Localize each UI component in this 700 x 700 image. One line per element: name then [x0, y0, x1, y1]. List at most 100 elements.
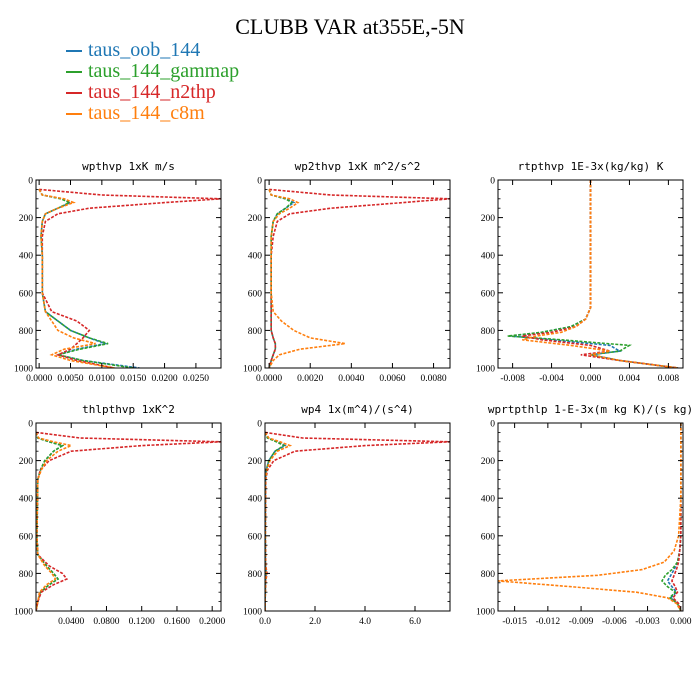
- legend-line-icon: [66, 49, 82, 52]
- series-line-taus_144_n2thp: [36, 431, 221, 611]
- legend: taus_oob_144 taus_144_gammap taus_144_n2…: [66, 39, 239, 124]
- x-tick-label: -0.003: [635, 617, 660, 627]
- x-tick-label: 0.0000: [256, 374, 282, 384]
- series-line-taus_144_c8m: [38, 189, 115, 368]
- y-tick-label: 600: [19, 532, 34, 542]
- y-tick-label: 200: [248, 457, 263, 467]
- panel-title: wp2thvp 1xK m^2/s^2: [295, 160, 421, 173]
- panel-title: thlpthvp 1xK^2: [82, 403, 175, 416]
- legend-label: taus_oob_144: [88, 39, 201, 61]
- y-tick-label: 400: [481, 495, 496, 505]
- x-tick-label: 0.0: [259, 617, 271, 627]
- series-line-taus_144_n2thp: [39, 188, 221, 368]
- y-tick-label: 600: [481, 289, 496, 299]
- x-tick-label: 0.008: [658, 374, 680, 384]
- series-line-taus_144_n2thp: [671, 423, 682, 611]
- series-line-taus_144_c8m: [498, 423, 682, 611]
- panel-title: rtpthvp 1E-3x(kg/kg) K: [518, 160, 664, 173]
- legend-line-icon: [66, 91, 82, 94]
- x-tick-label: 0.0400: [58, 617, 84, 627]
- x-tick-label: 0.1600: [164, 617, 190, 627]
- y-tick-label: 800: [481, 327, 496, 337]
- series-line-taus_oob_144: [268, 189, 296, 368]
- x-tick-label: 0.0100: [89, 374, 115, 384]
- x-tick-label: 0.004: [619, 374, 641, 384]
- series-line-taus_144_c8m: [265, 431, 293, 611]
- y-tick-label: 1000: [14, 365, 33, 375]
- x-tick-label: 0.0080: [420, 374, 446, 384]
- series-line-taus_144_c8m: [268, 189, 346, 368]
- series-line-taus_oob_144: [510, 180, 679, 368]
- chart-panel: thlpthvp 1xK^2 0 200 400 600 800 1000 0.0400 0.0…: [14, 403, 226, 627]
- x-tick-label: 0.0000: [26, 374, 52, 384]
- x-tick-label: 6.0: [409, 617, 421, 627]
- x-tick-label: 0.0040: [338, 374, 364, 384]
- y-tick-label: 200: [248, 214, 263, 224]
- series-line-taus_144_c8m: [522, 180, 679, 368]
- y-tick-label: 600: [481, 532, 496, 542]
- legend-line-icon: [66, 112, 82, 115]
- x-tick-label: 0.0150: [120, 374, 146, 384]
- series-line-taus_144_n2thp: [522, 180, 679, 368]
- series-line-taus_oob_144: [666, 423, 682, 611]
- panel-title: wp4 1x(m^4)/(s^4): [301, 403, 414, 416]
- series-line-taus_oob_144: [265, 432, 287, 611]
- y-tick-label: 0: [490, 420, 495, 430]
- y-tick-label: 1000: [14, 608, 33, 618]
- x-tick-label: 0.2000: [199, 617, 225, 627]
- y-tick-label: 0: [257, 177, 262, 187]
- y-tick-label: 0: [28, 177, 33, 187]
- y-tick-label: 800: [19, 327, 34, 337]
- x-tick-label: 0.0250: [183, 374, 209, 384]
- legend-item: taus_144_gammap: [66, 60, 239, 82]
- x-tick-label: 0.0050: [57, 374, 83, 384]
- y-tick-label: 400: [248, 252, 263, 262]
- x-tick-label: -0.015: [502, 617, 527, 627]
- x-tick-label: 0.0200: [151, 374, 177, 384]
- x-tick-label: 2.0: [309, 617, 321, 627]
- series-line-taus_144_gammap: [265, 432, 286, 611]
- figure-title: CLUBB VAR at355E,-5N: [235, 14, 465, 39]
- y-tick-label: 600: [248, 289, 263, 299]
- plot-frame: [264, 179, 451, 369]
- y-tick-label: 400: [19, 252, 34, 262]
- panel-title: wpthvp 1xK m/s: [82, 160, 175, 173]
- x-tick-label: -0.009: [569, 617, 594, 627]
- y-tick-label: 1000: [476, 365, 495, 375]
- x-tick-label: 0.000: [580, 374, 602, 384]
- legend-label: taus_144_c8m: [88, 102, 205, 124]
- y-tick-label: 800: [248, 570, 263, 580]
- chart-panel: rtpthvp 1E-3x(kg/kg) K02004006008001000-…: [476, 160, 684, 384]
- y-tick-label: 200: [481, 214, 496, 224]
- x-tick-label: 0.0800: [93, 617, 119, 627]
- plot-frame: [264, 422, 451, 612]
- x-tick-label: -0.008: [500, 374, 525, 384]
- series-line-taus_144_gammap: [661, 423, 682, 611]
- y-tick-label: 0: [257, 420, 262, 430]
- chart-panel: wp2thvp 1xK m^2/s^2020040060080010000.00…: [243, 160, 451, 384]
- legend-item: taus_144_n2thp: [66, 81, 239, 103]
- x-tick-label: 0.0020: [297, 374, 323, 384]
- x-tick-label: -0.004: [539, 374, 564, 384]
- y-tick-label: 800: [19, 570, 34, 580]
- y-tick-label: 800: [248, 327, 263, 337]
- legend-item: taus_144_c8m: [66, 102, 239, 124]
- y-tick-label: 0: [490, 177, 495, 187]
- y-tick-label: 0: [28, 420, 33, 430]
- y-tick-label: 800: [481, 570, 496, 580]
- plot-frame: [35, 179, 222, 369]
- series-line-taus_144_gammap: [268, 189, 294, 368]
- legend-item: taus_oob_144: [66, 39, 239, 61]
- series-line-taus_144_gammap: [507, 180, 679, 368]
- y-tick-label: 200: [481, 457, 496, 467]
- series-line-taus_144_n2thp: [268, 188, 450, 368]
- y-tick-label: 400: [19, 495, 34, 505]
- x-tick-label: 4.0: [359, 617, 371, 627]
- x-tick-label: 0.1200: [129, 617, 155, 627]
- y-tick-label: 200: [19, 214, 34, 224]
- plot-frame: [35, 422, 222, 612]
- legend-label: taus_144_n2thp: [88, 81, 216, 103]
